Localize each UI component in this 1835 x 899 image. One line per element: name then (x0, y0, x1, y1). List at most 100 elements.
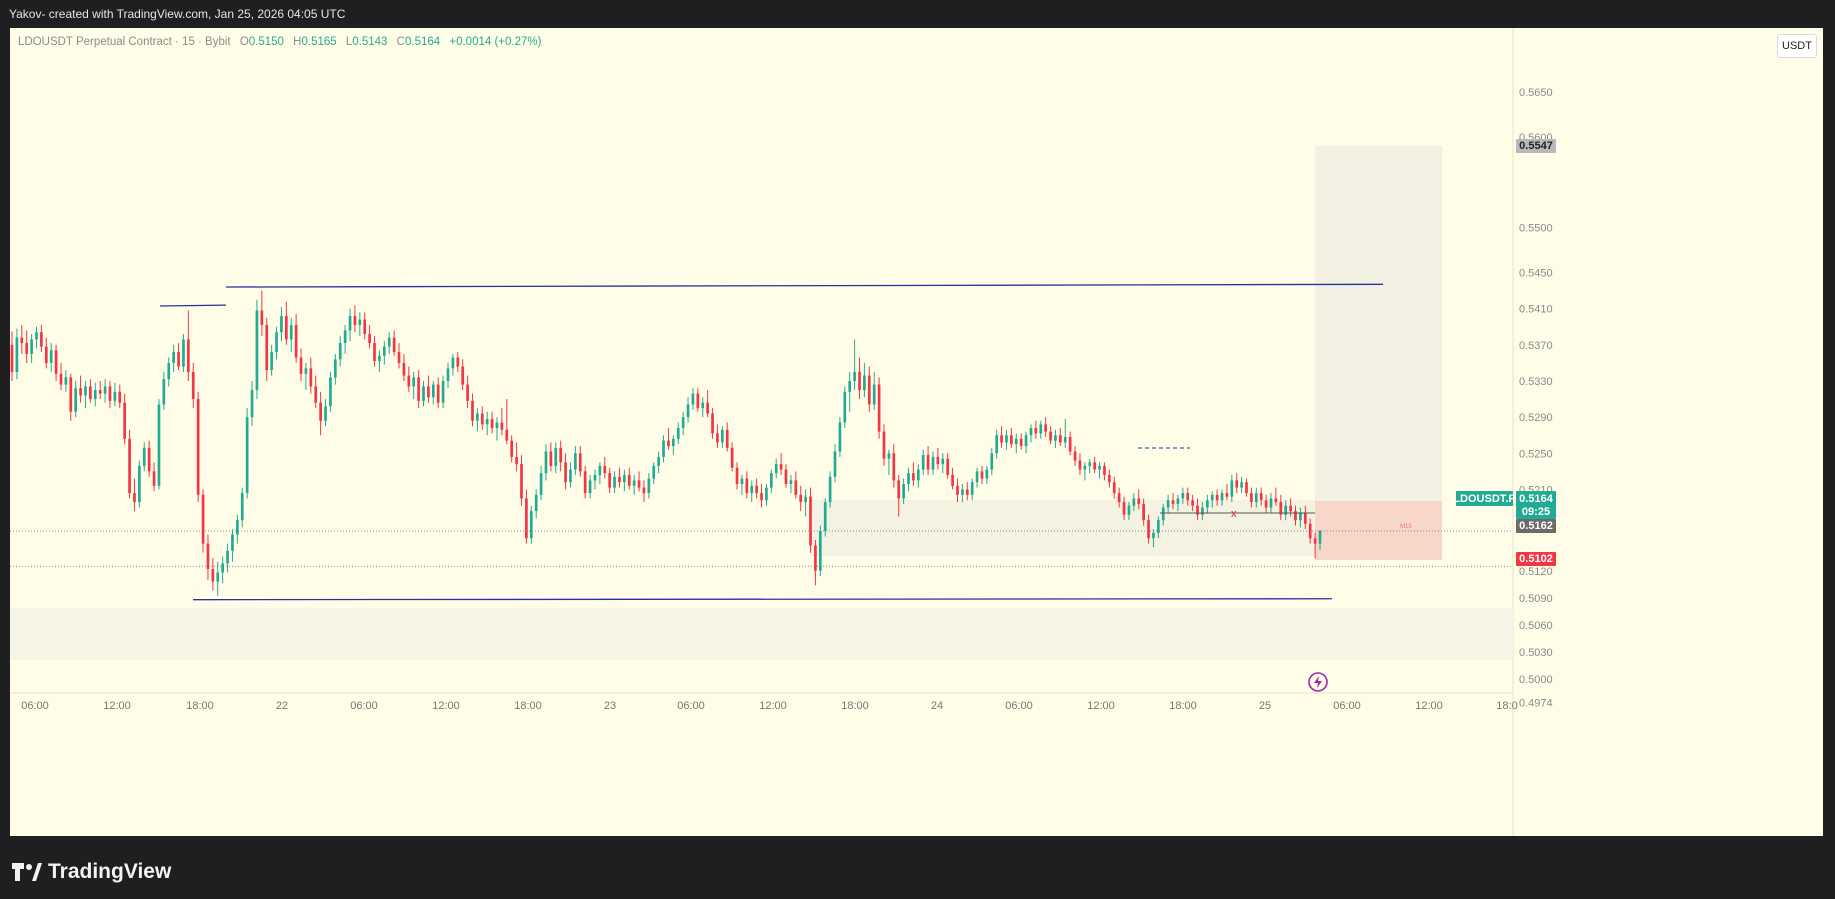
candle-body (598, 465, 602, 475)
candle-body (226, 550, 229, 564)
candle-body (1049, 431, 1052, 441)
ohlc-legend: LDOUSDT Perpetual Contract · 15 · Bybit … (18, 36, 541, 48)
candle-body (1318, 530, 1322, 544)
candle-body (84, 386, 87, 396)
candle-body (329, 377, 332, 407)
candle-body (118, 391, 122, 403)
candle-body (196, 399, 200, 495)
candle-body (936, 456, 940, 465)
candle-body (529, 511, 533, 539)
candle-body (471, 400, 474, 421)
candle-body (373, 343, 376, 362)
candle-body (289, 324, 293, 340)
candle-body (1137, 498, 1141, 504)
candle-body (319, 402, 322, 421)
candle-body (490, 418, 494, 428)
x-tick-label: 18:00 (841, 700, 869, 712)
candle-body (1147, 520, 1150, 539)
countdown-tag[interactable]: 09:25 (1516, 505, 1556, 519)
candle-body (769, 473, 773, 488)
candle-body (358, 319, 362, 325)
candle-body (378, 355, 381, 362)
range-high-line (225, 283, 1384, 288)
candle-body (750, 485, 754, 494)
candle-body (167, 362, 171, 380)
candle-body (569, 469, 572, 483)
candle-body (397, 352, 401, 363)
close-label: C (396, 36, 405, 48)
bid-price-tag[interactable]: 0.5162 (1516, 519, 1556, 533)
candle-body (1078, 460, 1082, 470)
candle-body (892, 453, 896, 481)
candle-body (1152, 532, 1155, 539)
x-tick-label: 12:00 (1087, 700, 1115, 712)
candle-body (216, 572, 220, 582)
candle-body (476, 413, 479, 421)
candle-body (353, 315, 357, 325)
high-value: 0.5165 (301, 36, 337, 48)
candle-body (64, 377, 68, 385)
candle-body (128, 438, 131, 494)
candle-body (588, 480, 592, 494)
candle-body (1294, 511, 1297, 521)
candle-body (872, 384, 876, 405)
candle-body (1122, 502, 1126, 515)
symbol-price-tag[interactable]: LDOUSDT.P (1453, 491, 1516, 506)
candle-body (667, 440, 670, 447)
currency-button[interactable]: USDT (1777, 34, 1817, 58)
tradingview-logo[interactable]: TradingView (12, 860, 171, 884)
candle-body (59, 373, 63, 385)
target-price-tag[interactable]: 0.5547 (1516, 139, 1556, 153)
y-tick-label: 0.5650 (1519, 87, 1553, 99)
candle-body (206, 543, 210, 569)
candle-body (765, 487, 768, 501)
candle-body (858, 371, 861, 391)
candle-body (260, 310, 264, 325)
candle-body (255, 310, 259, 391)
bottom-zone (10, 608, 1513, 660)
x-tick-label: 06:00 (1005, 700, 1033, 712)
candle-body (309, 368, 313, 387)
last-price-tag[interactable]: 0.5164 (1516, 491, 1556, 506)
symbol-label[interactable]: LDOUSDT Perpetual Contract · 15 · Bybit (18, 36, 231, 48)
candle-body (672, 438, 675, 447)
candle-body (427, 386, 430, 398)
candle-body (280, 315, 283, 333)
candle-body (975, 471, 979, 483)
y-tick-label: 0.5500 (1519, 222, 1553, 234)
x-tick-label: 18:0 (1496, 700, 1517, 712)
candle-body (1196, 505, 1199, 515)
candle-body (1230, 480, 1234, 497)
candle-body (44, 346, 48, 363)
candle-body (828, 476, 832, 503)
candle-body (1039, 424, 1043, 434)
candle-body (1240, 482, 1243, 488)
candle-body (965, 489, 969, 495)
candle-body (534, 494, 538, 512)
stop-price-tag[interactable]: 0.5102 (1516, 552, 1556, 566)
candle-body (956, 485, 959, 495)
bolt-icon[interactable] (1308, 672, 1328, 692)
candle-body (745, 478, 749, 494)
price-chart[interactable]: M15 x 0.56500.56000.55000.54500.54100.53… (10, 28, 1823, 836)
candle-body (559, 447, 563, 463)
candle-body (451, 357, 455, 369)
candle-body (431, 384, 435, 398)
candle-body (98, 390, 102, 394)
x-tick-label: 12:00 (759, 700, 787, 712)
candle-body (1112, 482, 1116, 494)
candle-body (1059, 435, 1062, 443)
candle-body (461, 366, 465, 385)
candle-body (500, 422, 504, 430)
candle-body (93, 390, 97, 400)
low-label: L (345, 36, 353, 48)
candle-body (853, 371, 856, 381)
candle-body (314, 386, 318, 403)
candle-body (578, 453, 582, 472)
candle-body (564, 462, 567, 483)
candle-body (265, 324, 269, 371)
candle-body (1176, 498, 1180, 504)
candle-body (54, 350, 58, 374)
chart-panel[interactable]: LDOUSDT Perpetual Contract · 15 · Bybit … (10, 28, 1823, 836)
candle-body (1264, 500, 1268, 508)
